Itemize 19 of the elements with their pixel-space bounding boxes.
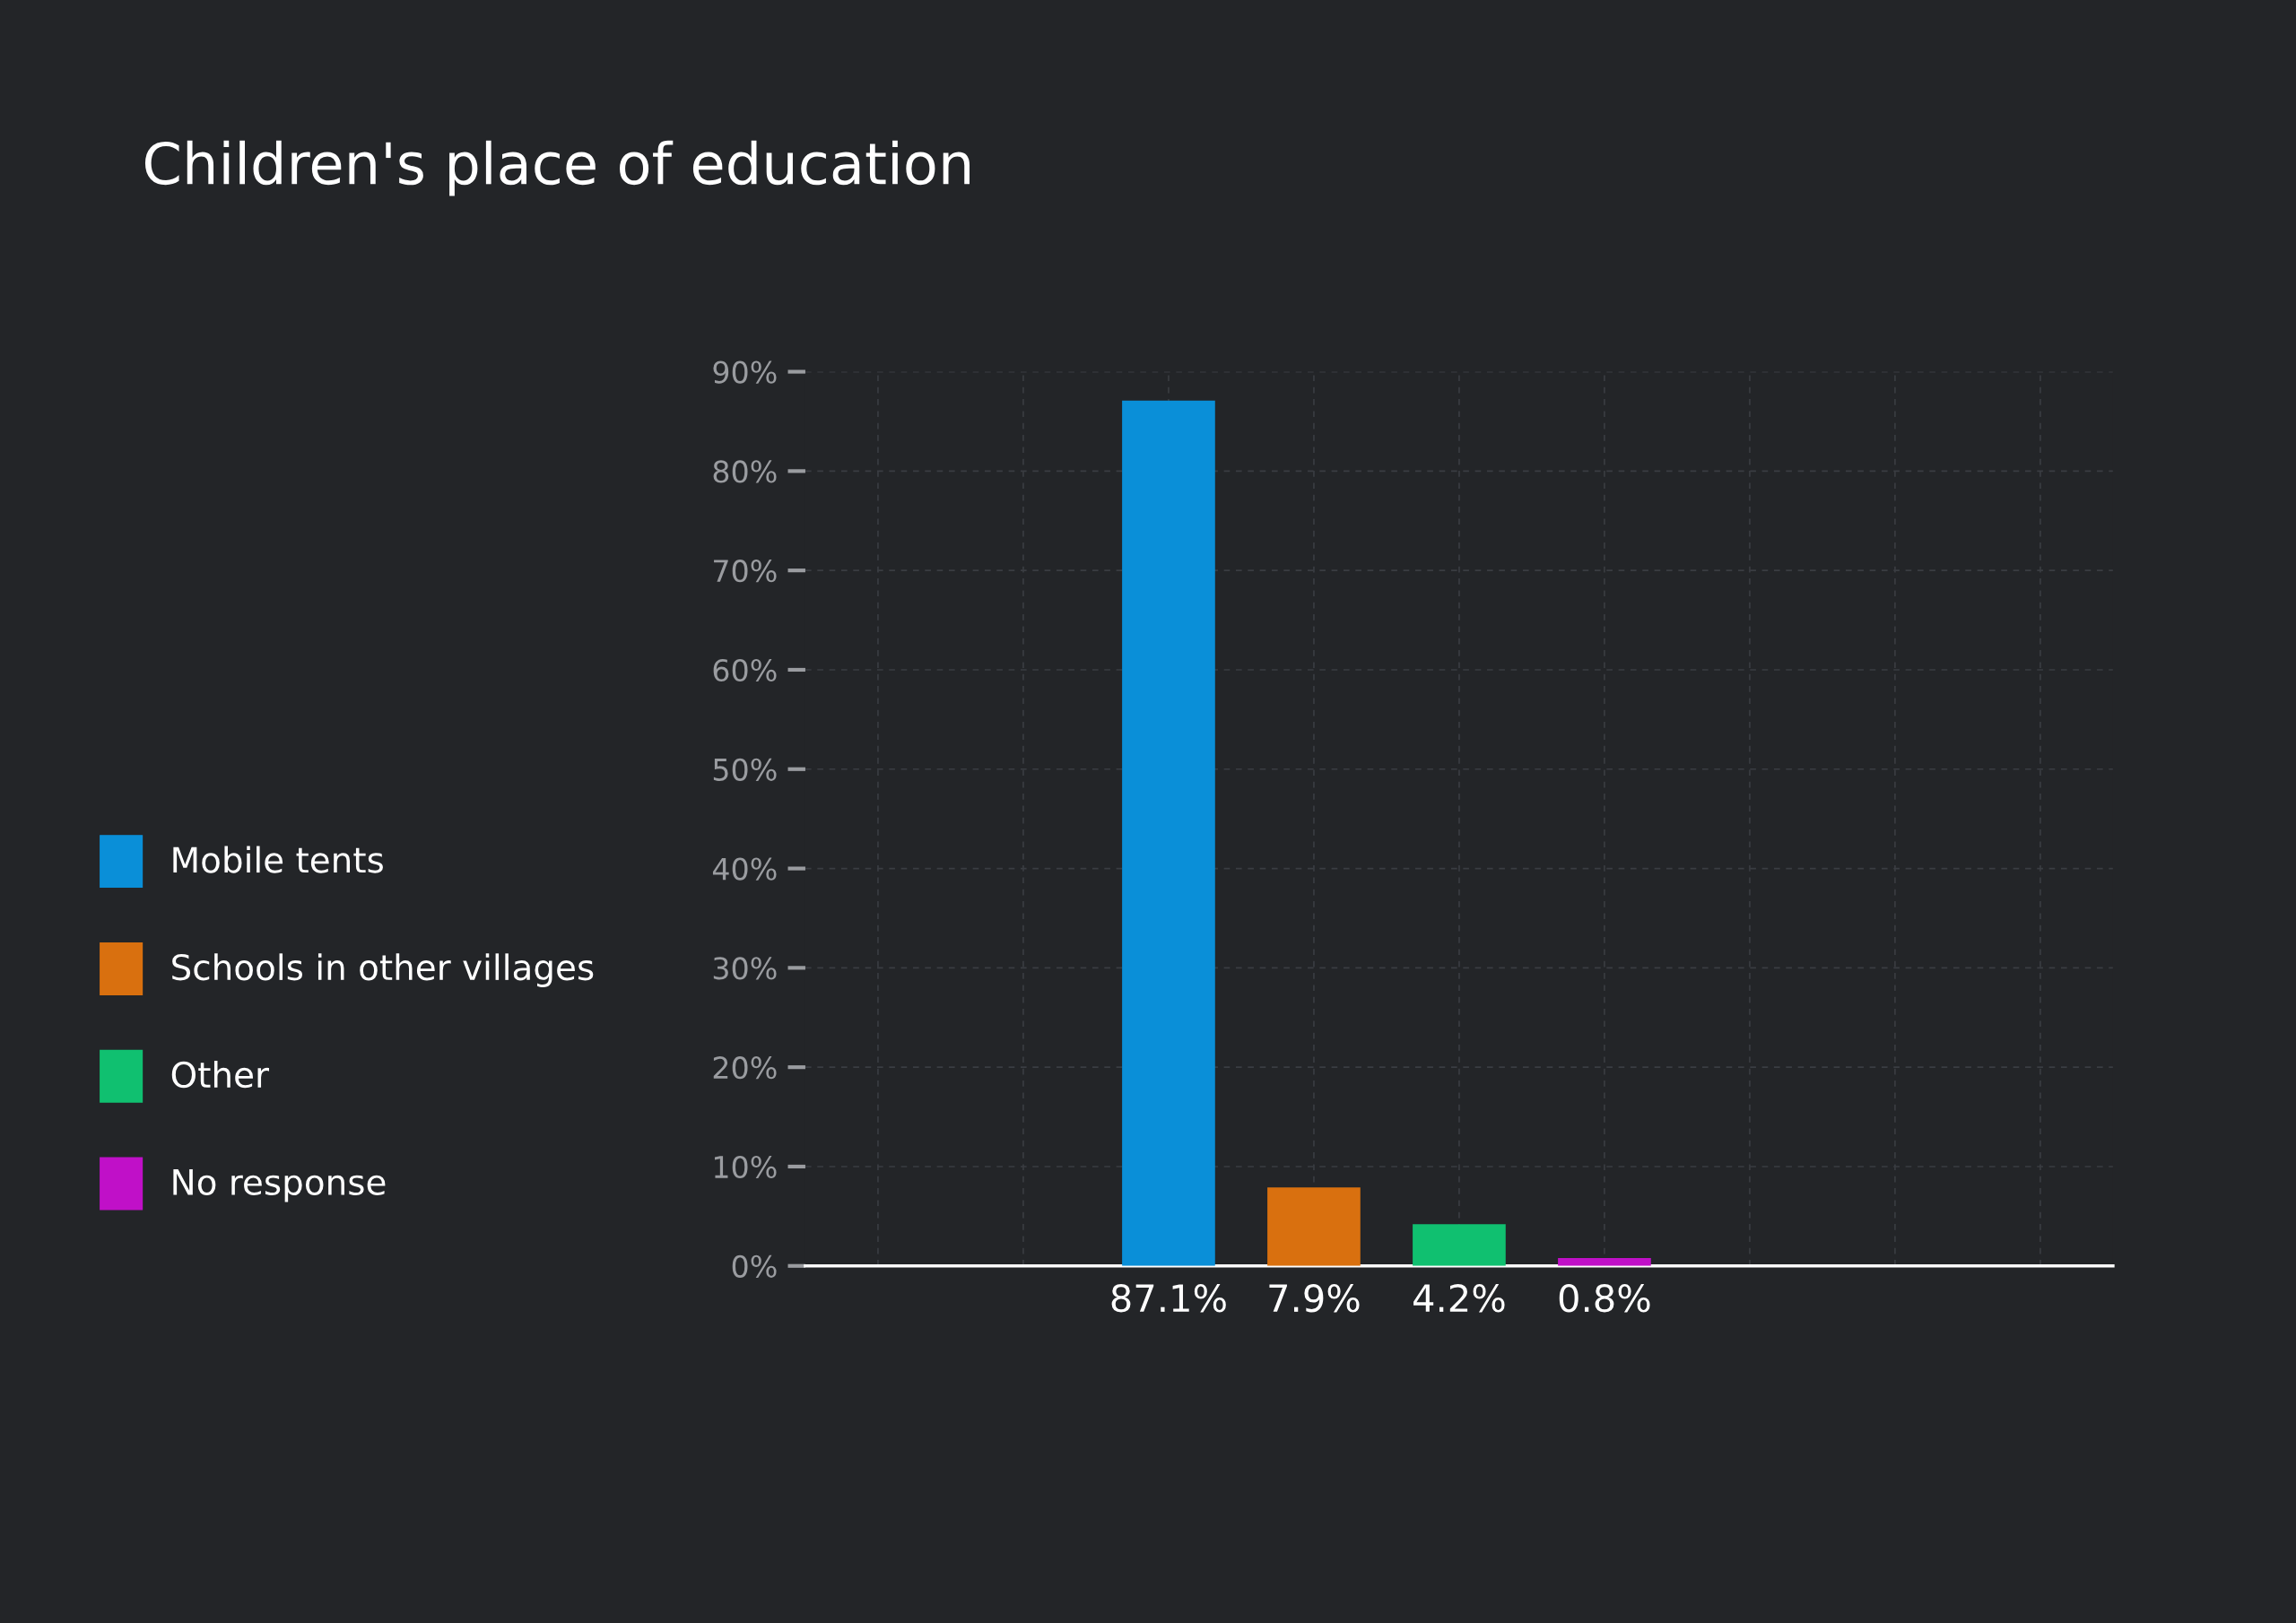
- legend-label: Other: [171, 1061, 269, 1089]
- y-tick-label: 30%: [713, 957, 777, 980]
- legend-label: Mobile tents: [173, 846, 383, 873]
- text: 7.9%: [1269, 1283, 1360, 1313]
- y-tick-label: 0%: [732, 1254, 777, 1278]
- y-tick-label: 70%: [714, 560, 777, 583]
- y-tick-label: 60%: [713, 658, 777, 682]
- y-tick-label: 20%: [713, 1056, 777, 1080]
- text: 0.8%: [1559, 1283, 1650, 1313]
- y-tick-label: 40%: [712, 857, 777, 881]
- text: 4.2%: [1413, 1283, 1505, 1313]
- text: 87.1%: [1111, 1283, 1226, 1313]
- chart-title: Children's place of education: [144, 140, 970, 196]
- legend-label: No response: [173, 1169, 386, 1202]
- legend-label: Schools in other villages: [172, 953, 594, 987]
- y-tick-label: 90%: [713, 360, 777, 384]
- y-tick-label: 50%: [713, 758, 777, 781]
- y-tick-label: 80%: [713, 460, 777, 483]
- y-tick-label: 10%: [714, 1155, 777, 1179]
